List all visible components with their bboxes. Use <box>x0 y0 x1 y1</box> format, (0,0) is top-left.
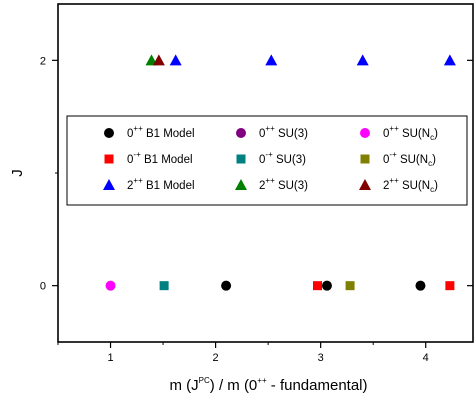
data-marks <box>105 54 456 291</box>
legend-label-b1_0mp: 0-+ B1 Model <box>127 150 193 166</box>
legend-label-b1_0pp: 0++ B1 Model <box>127 124 195 140</box>
legend-label-sunc_0pp: 0++ SU(Nc) <box>383 124 438 142</box>
legend-marker-sunc_2pp <box>359 179 371 190</box>
legend-label-su3_0mp: 0-+ SU(3) <box>259 150 306 166</box>
y-tick-label: 2 <box>40 55 46 67</box>
legend-label-b1_2pp: 2++ B1 Model <box>127 176 195 192</box>
data-point-su3_0mp <box>159 281 169 291</box>
data-point-sunc_2pp <box>152 54 165 66</box>
legend-marker-b1_2pp <box>103 179 115 190</box>
legend-label-sunc_2pp: 2++ SU(Nc) <box>383 176 438 194</box>
data-point-b1_0mp <box>445 281 455 291</box>
x-tick-label: 1 <box>107 352 113 364</box>
data-point-b1_0mp <box>313 281 323 291</box>
data-point-b1_2pp <box>169 54 182 66</box>
data-point-b1_2pp <box>443 54 456 66</box>
legend-marker-su3_0pp <box>236 128 246 138</box>
data-point-sunc_0pp <box>105 280 116 291</box>
x-axis-title: m (JPC) / m (0++ - fundamental) <box>169 376 367 394</box>
legend-label-su3_2pp: 2++ SU(3) <box>259 176 308 192</box>
legend-marker-su3_0mp <box>236 154 246 164</box>
data-point-b1_2pp <box>356 54 369 66</box>
legend: 0++ B1 Model 0++ SU(3) 0++ SU(Nc) 0-+ B1 Mo… <box>66 115 468 206</box>
y-axis-title: J <box>9 169 26 177</box>
legend-label-su3_0pp: 0++ SU(3) <box>259 124 308 140</box>
x-tick-label: 4 <box>423 352 429 364</box>
y-tick-label: 0 <box>40 281 46 293</box>
data-point-b1_0pp <box>321 280 332 291</box>
legend-marker-sunc_0pp <box>360 128 370 138</box>
legend-label-sunc_0mp: 0-+ SU(Nc) <box>383 150 436 168</box>
legend-marker-b1_0mp <box>104 154 114 164</box>
x-tick-label: 3 <box>318 352 324 364</box>
data-point-b1_0pp <box>415 280 426 291</box>
legend-marker-sunc_0mp <box>360 154 370 164</box>
legend-marker-b1_0pp <box>104 128 114 138</box>
legend-marker-su3_2pp <box>235 179 247 190</box>
data-point-b1_2pp <box>265 54 278 66</box>
data-point-sunc_0mp <box>345 281 355 291</box>
data-point-b1_0pp <box>221 280 232 291</box>
axes: 1 2 3 4 0 2 Jm (JPC) / m (0++ - fundamental) <box>9 3 474 394</box>
legend-box <box>66 115 468 206</box>
x-tick-label: 2 <box>213 352 219 364</box>
